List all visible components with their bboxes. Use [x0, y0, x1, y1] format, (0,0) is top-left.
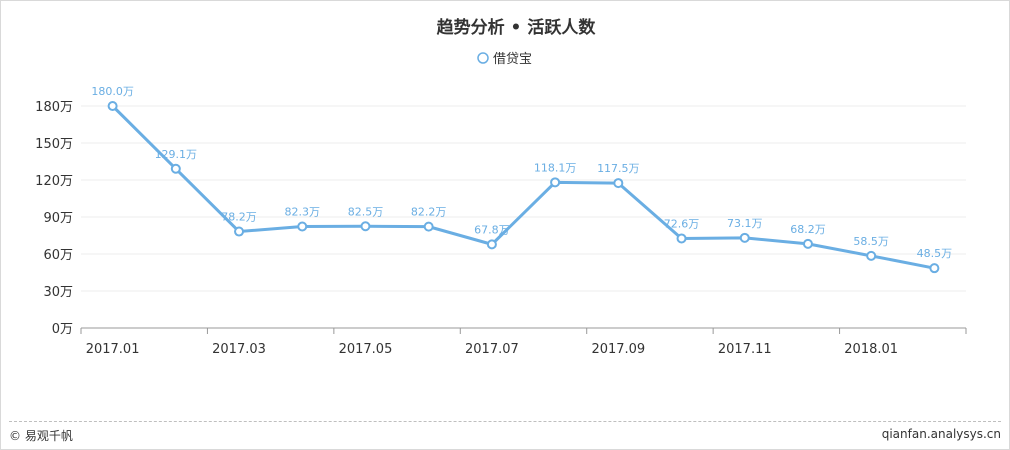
data-label: 78.2万: [221, 211, 257, 224]
x-tick-label: 2017.07: [465, 342, 519, 357]
x-tick-label: 2017.11: [718, 342, 772, 357]
data-point: [550, 177, 561, 188]
y-tick-label: 120万: [35, 174, 73, 189]
data-point: [107, 101, 118, 111]
data-point: [486, 239, 497, 250]
data-point: [423, 221, 434, 232]
data-label: 58.5万: [853, 235, 889, 248]
chart-title: 趋势分析 • 活跃人数: [437, 17, 597, 38]
y-tick-label: 90万: [43, 211, 73, 226]
data-label: 73.1万: [727, 217, 763, 230]
series-line: [111, 104, 935, 270]
series-layer: [107, 101, 940, 274]
y-tick-label: 180万: [35, 100, 73, 115]
data-point: [234, 226, 245, 237]
y-tick-label: 60万: [43, 248, 73, 263]
y-tick-label: 30万: [43, 285, 73, 300]
grid-lines: [81, 105, 966, 292]
x-tick-label: 2017.09: [591, 342, 645, 357]
data-point: [170, 163, 181, 174]
y-tick-label: 0万: [52, 322, 73, 337]
data-point: [676, 233, 687, 244]
chart-canvas: 趋势分析 • 活跃人数 借贷宝 0万 30万 60万 90万 120万 150万 180万 2…: [35, 17, 967, 357]
data-labels: 180.0万 129.1万 78.2万 82.3万 82.5万 82.2万 67.8万 118…: [91, 85, 952, 260]
data-point: [866, 250, 877, 261]
data-label: 118.1万: [534, 161, 577, 174]
data-point: [613, 178, 624, 189]
data-label: 67.8万: [474, 223, 510, 236]
data-point: [360, 221, 371, 232]
data-point: [802, 238, 813, 249]
footer-divider: [9, 421, 1001, 422]
data-label: 129.1万: [155, 148, 198, 161]
legend-label: 借贷宝: [493, 52, 532, 67]
data-point: [929, 263, 940, 274]
x-tick-label: 2017.01: [86, 342, 140, 357]
data-label: 72.6万: [664, 217, 700, 230]
data-point: [739, 232, 750, 243]
y-tick-label: 150万: [35, 137, 73, 152]
legend[interactable]: 借贷宝: [477, 52, 532, 67]
data-label: 82.5万: [348, 205, 384, 218]
x-tick-label: 2017.03: [212, 342, 266, 357]
x-tick-label: 2017.05: [339, 342, 393, 357]
data-point: [297, 221, 308, 232]
x-tick-label: 2018.01: [844, 342, 898, 357]
data-label: 48.5万: [917, 247, 953, 260]
footer-copyright: © 易观千帆: [9, 429, 73, 443]
footer-url[interactable]: qianfan.analysys.cn: [881, 427, 1001, 441]
data-label: 180.0万: [91, 85, 134, 98]
data-label: 117.5万: [597, 162, 640, 175]
axes: 0万 30万 60万 90万 120万 150万 180万 2017.01 2017.03 201…: [35, 100, 967, 357]
data-label: 82.2万: [411, 206, 447, 219]
data-label: 68.2万: [790, 223, 826, 236]
data-label: 82.3万: [285, 205, 321, 218]
legend-marker-icon: [477, 52, 489, 64]
